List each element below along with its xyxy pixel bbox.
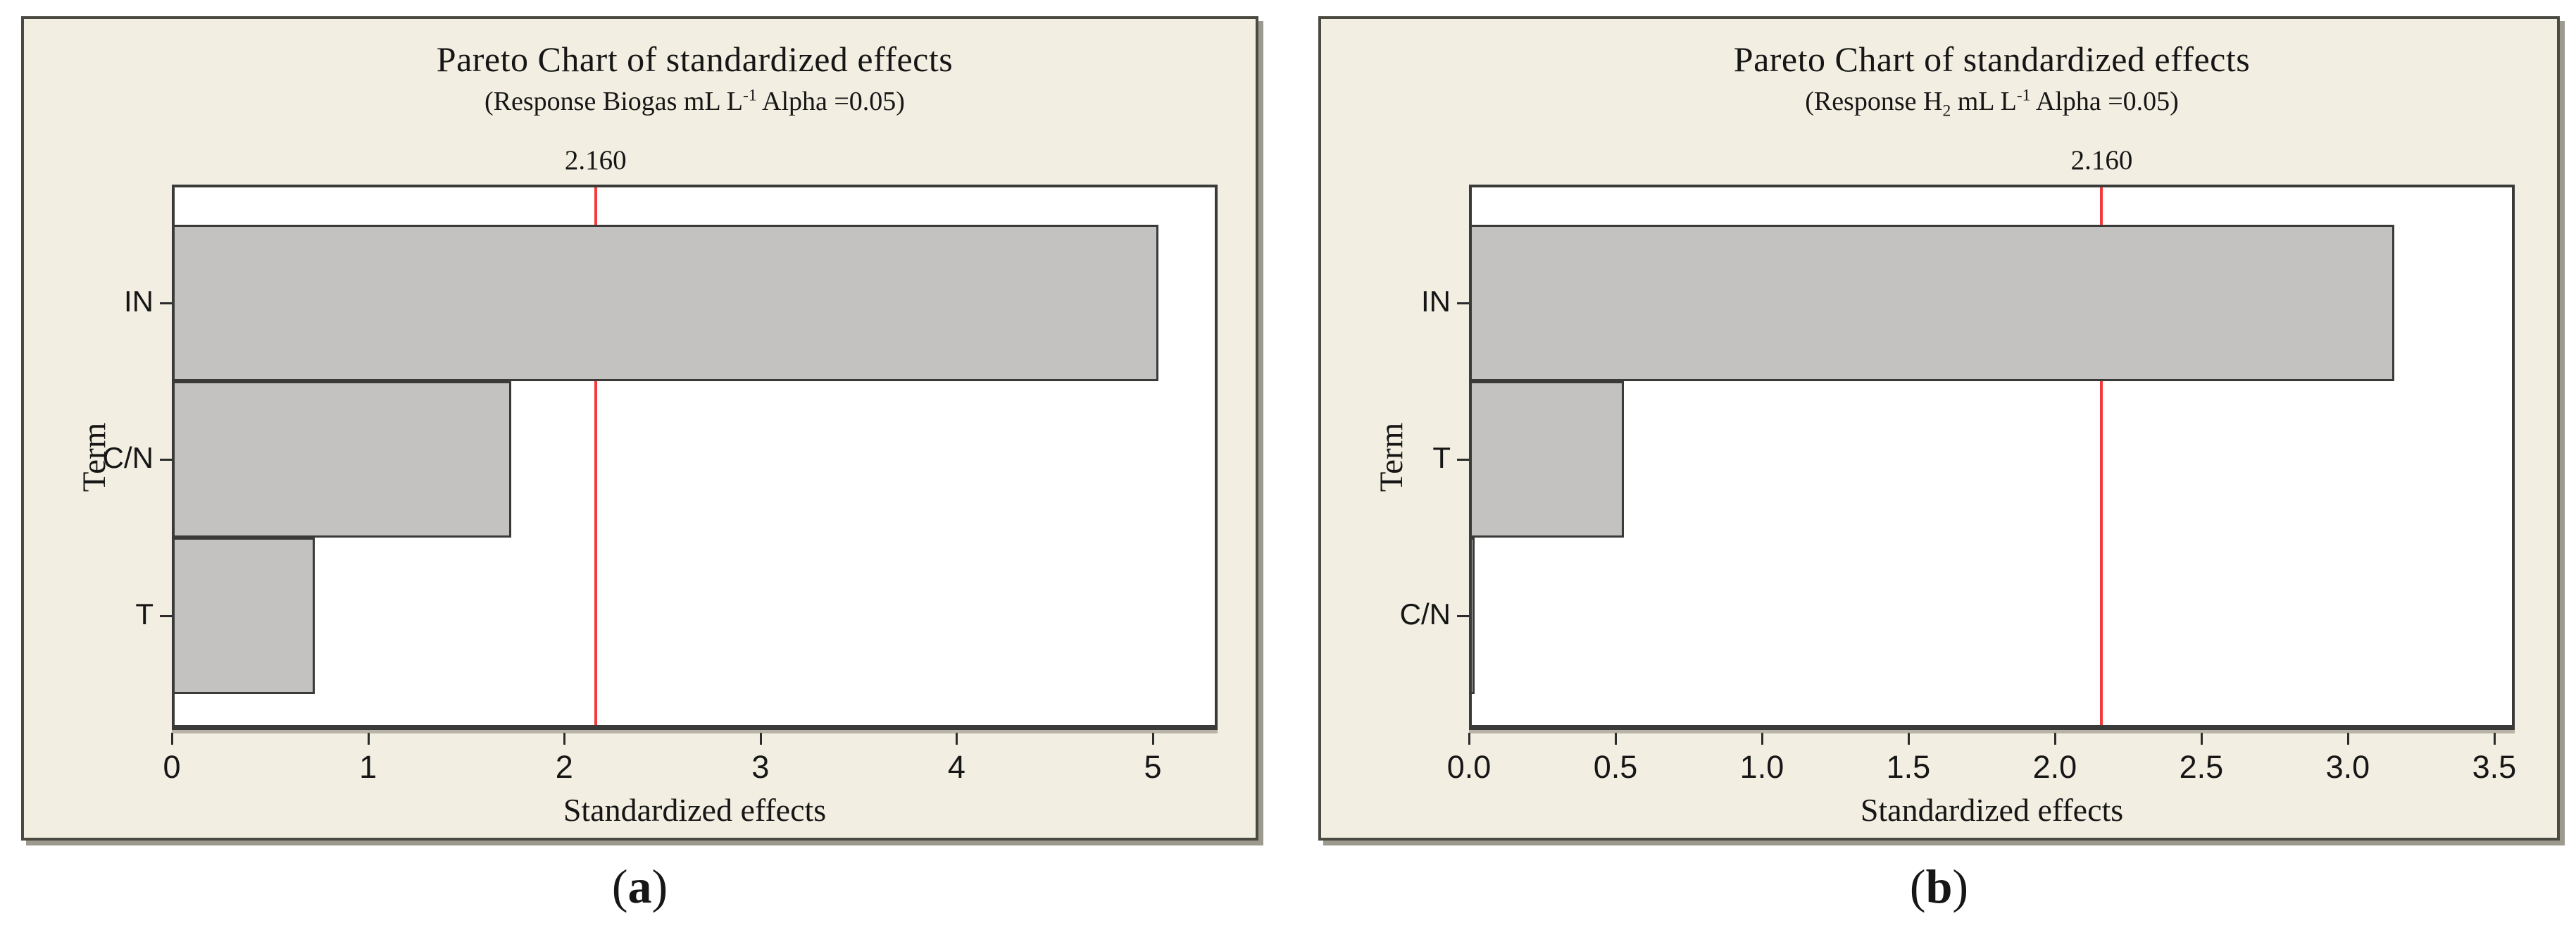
reference-value-label: 2.160 <box>2070 145 2133 175</box>
x-tick-label: 1.5 <box>1886 749 1931 785</box>
subtitle-post: Alpha =0.05) <box>2030 87 2179 116</box>
plot-area <box>1469 185 2515 730</box>
chart-subtitle: (Response H2 mL L-1 Alpha =0.05) <box>1469 86 2515 120</box>
x-tick-mark <box>759 733 762 745</box>
subtitle-unit-superscript: -1 <box>742 86 757 105</box>
plot-area <box>172 185 1218 730</box>
x-tick-mark <box>2053 733 2056 745</box>
x-axis-title: Standardized effects <box>563 792 827 828</box>
y-tick-label: C/N <box>102 441 154 475</box>
x-tick-label: 3 <box>751 749 770 785</box>
chart-panel-b: Pareto Chart of standardized effects (Re… <box>1318 16 2560 841</box>
x-tick-label: 4 <box>947 749 965 785</box>
y-tick-mark <box>1457 302 1469 304</box>
x-tick-mark <box>1761 733 1763 745</box>
x-tick-mark <box>2346 733 2349 745</box>
y-tick-label: T <box>1432 441 1451 475</box>
x-tick-mark <box>2493 733 2496 745</box>
x-tick-mark <box>1152 733 1155 745</box>
x-tick-mark <box>1468 733 1470 745</box>
subtitle-response-subscript: 2 <box>1942 101 1951 120</box>
x-tick-label: 2.5 <box>2179 749 2224 785</box>
x-tick-mark <box>1614 733 1617 745</box>
subtitle-response: Biogas <box>602 87 677 116</box>
bar-in <box>172 225 1159 381</box>
bar-t <box>1469 381 1625 538</box>
subtitle-pre: (Response <box>1805 87 1923 116</box>
caption-paren: ) <box>1952 860 1969 913</box>
y-tick-mark <box>160 302 172 304</box>
x-tick-label: 1.0 <box>1739 749 1784 785</box>
y-tick-label: IN <box>1421 285 1451 318</box>
y-tick-mark <box>1457 615 1469 617</box>
x-tick-mark <box>171 733 173 745</box>
caption-letter: b <box>1925 860 1953 913</box>
caption-a: (a) <box>21 858 1258 916</box>
x-axis-title: Standardized effects <box>1860 792 2124 828</box>
chart-subtitle: (Response Biogas mL L-1 Alpha =0.05) <box>172 87 1218 118</box>
subtitle-unit: mL L <box>1951 87 2017 116</box>
y-tick-label: T <box>135 597 154 631</box>
x-tick-label: 3.0 <box>2325 749 2370 785</box>
chart-title: Pareto Chart of standardized effects <box>436 39 954 79</box>
subtitle-post: Alpha =0.05) <box>756 87 905 116</box>
y-tick-label: IN <box>124 285 154 318</box>
caption-paren: ) <box>651 860 668 913</box>
x-tick-mark <box>563 733 566 745</box>
y-tick-mark <box>160 615 172 617</box>
x-tick-label: 0.5 <box>1593 749 1638 785</box>
x-tick-mark <box>956 733 958 745</box>
x-tick-label: 0 <box>163 749 181 785</box>
subtitle-unit: mL L <box>677 87 743 116</box>
x-tick-label: 2 <box>555 749 573 785</box>
x-tick-label: 5 <box>1144 749 1162 785</box>
x-tick-mark <box>2200 733 2203 745</box>
x-tick-label: 2.0 <box>2032 749 2077 785</box>
y-tick-mark <box>160 459 172 461</box>
x-tick-mark <box>367 733 370 745</box>
chart-panel-a: Pareto Chart of standardized effects (Re… <box>21 16 1258 841</box>
subtitle-pre: (Response <box>484 87 603 116</box>
x-tick-label: 3.5 <box>2472 749 2517 785</box>
bar-in <box>1469 225 2395 381</box>
reference-line <box>594 187 597 725</box>
reference-value-label: 2.160 <box>564 145 627 175</box>
y-tick-mark <box>1457 459 1469 461</box>
x-tick-mark <box>1907 733 1910 745</box>
subtitle-response: H <box>1923 87 1943 116</box>
caption-letter: a <box>627 860 652 913</box>
caption-paren: ( <box>1909 860 1926 913</box>
bar-t <box>172 538 315 694</box>
subtitle-unit-superscript: -1 <box>2016 86 2031 105</box>
bar-c-n <box>172 381 511 538</box>
chart-title: Pareto Chart of standardized effects <box>1733 39 2251 79</box>
x-tick-label: 0.0 <box>1446 749 1492 785</box>
x-tick-label: 1 <box>359 749 377 785</box>
bar-c-n <box>1469 538 1475 694</box>
caption-b: (b) <box>1318 858 2560 916</box>
caption-paren: ( <box>611 860 628 913</box>
reference-line <box>2100 187 2103 725</box>
y-tick-label: C/N <box>1399 597 1451 631</box>
